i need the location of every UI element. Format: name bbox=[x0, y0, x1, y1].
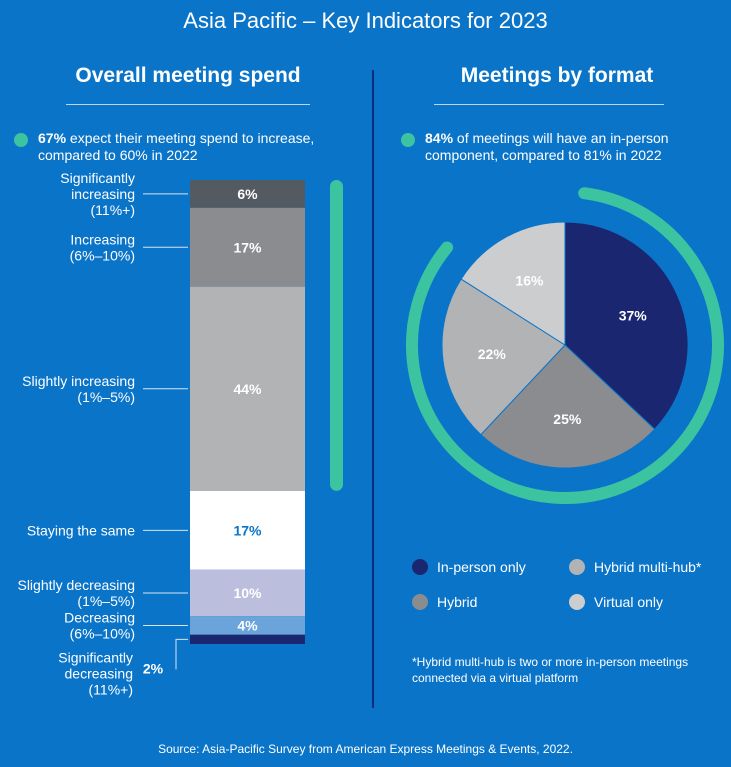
bar-value-label-4: 10% bbox=[233, 585, 262, 601]
column-divider bbox=[372, 70, 374, 708]
legend-label: In-person only bbox=[437, 559, 526, 575]
pie-slice-1 bbox=[480, 344, 656, 469]
legend-swatch-icon bbox=[569, 594, 585, 610]
bar-value-label-0: 6% bbox=[237, 186, 258, 202]
pie-value-label-1: 25% bbox=[553, 411, 582, 427]
legend-label: Hybrid multi-hub* bbox=[594, 559, 702, 575]
bar-category-label-3: Staying the same bbox=[27, 522, 135, 538]
bar-category-label-6: Significantly decreasing (11%+) bbox=[58, 649, 133, 697]
bar-segment-3 bbox=[190, 490, 305, 570]
legend-label: Hybrid bbox=[437, 594, 478, 610]
pie-slice-2 bbox=[441, 278, 566, 436]
hybrid-footnote: *Hybrid multi-hub is two or more in-pers… bbox=[412, 655, 689, 685]
spend-title-rule bbox=[66, 104, 310, 105]
bar-value-label-2: 44% bbox=[233, 381, 262, 397]
bar-category-label-4: Slightly decreasing (1%–5%) bbox=[17, 577, 135, 609]
bar-category-label-2: Slightly increasing (1%–5%) bbox=[22, 373, 135, 405]
in-person-component-ring bbox=[406, 187, 724, 504]
bar-segment-6 bbox=[190, 634, 305, 644]
bar-value-label-3: 17% bbox=[233, 522, 262, 538]
bar-value-label-6: 2% bbox=[143, 660, 164, 676]
legend-label: Virtual only bbox=[594, 594, 664, 610]
legend-swatch-icon bbox=[412, 594, 428, 610]
bar-segment-2 bbox=[190, 286, 305, 491]
pie-value-label-2: 22% bbox=[478, 346, 507, 362]
pie-value-label-0: 37% bbox=[619, 308, 648, 324]
bar-segment-1 bbox=[190, 207, 305, 287]
bar-value-label-1: 17% bbox=[233, 239, 262, 255]
bar-value-label-5: 4% bbox=[237, 617, 258, 633]
bar-segment-4 bbox=[190, 569, 305, 617]
format-note-text: 84% of meetings will have an in-person c… bbox=[425, 130, 669, 163]
bar-segment-5 bbox=[190, 616, 305, 635]
source-credit: Source: Asia-Pacific Survey from America… bbox=[158, 742, 573, 756]
spend-section-title: Overall meeting spend bbox=[75, 64, 301, 87]
bar-small-connector bbox=[175, 638, 188, 670]
bar-category-label-5: Decreasing (6%–10%) bbox=[64, 609, 135, 641]
bar-category-label-1: Increasing (6%–10%) bbox=[70, 231, 135, 263]
legend-swatch-icon bbox=[412, 559, 428, 575]
bullet-dot-icon bbox=[401, 133, 415, 147]
bar-category-label-0: Significantly increasing (11%+) bbox=[60, 170, 135, 218]
format-section-title: Meetings by format bbox=[460, 64, 654, 87]
meeting-spend-stacked-bar-chart: 6% 17% 44% 17% 10% 4% 2% Significantly increasin… bbox=[17, 170, 343, 697]
increase-bracket bbox=[330, 180, 343, 491]
page-title: Asia Pacific – Key Indicators for 2023 bbox=[183, 8, 548, 33]
legend-swatch-icon bbox=[569, 559, 585, 575]
meetings-format-pie-chart: 37% 25% 22% 16% bbox=[406, 187, 724, 504]
pie-value-label-3: 16% bbox=[515, 272, 544, 288]
bullet-dot-icon bbox=[14, 133, 28, 147]
format-title-rule bbox=[434, 104, 664, 105]
pie-slice-3 bbox=[460, 221, 566, 346]
pie-slice-0 bbox=[564, 221, 689, 430]
spend-note-text: 67% expect their meeting spend to increa… bbox=[38, 130, 315, 163]
bar-segment-0 bbox=[190, 180, 305, 208]
